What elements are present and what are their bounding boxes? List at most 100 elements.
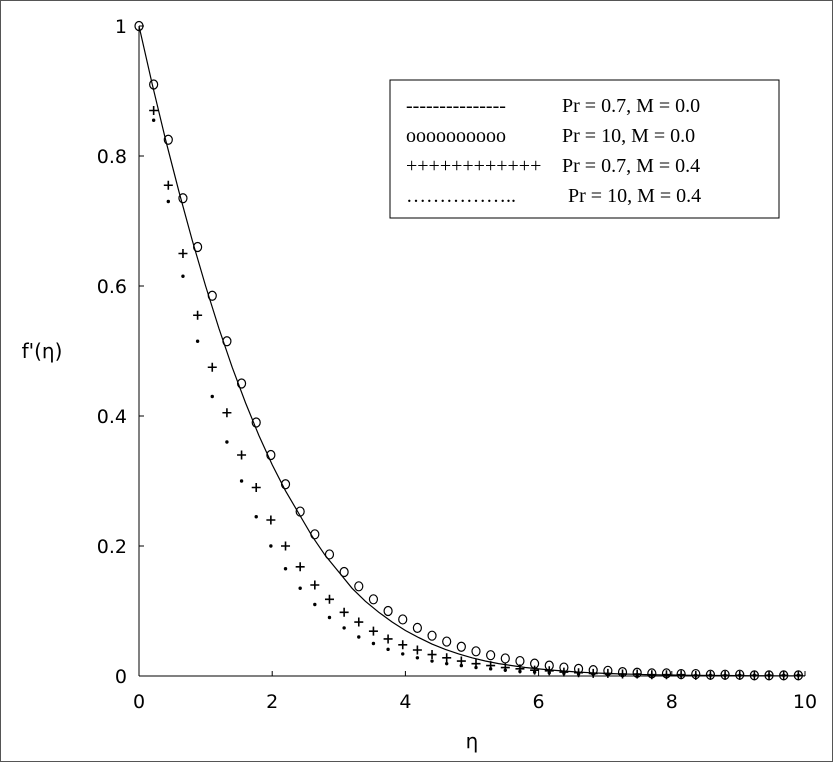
data-point-dot bbox=[195, 339, 200, 343]
data-point-circle bbox=[383, 605, 393, 617]
data-point-plus bbox=[324, 594, 334, 604]
data-point-dot bbox=[752, 673, 757, 678]
data-point-dot bbox=[371, 641, 376, 646]
series-4 bbox=[151, 118, 801, 678]
data-point-plus bbox=[281, 541, 291, 551]
data-point-dot bbox=[679, 673, 683, 678]
legend: --------------- Pr = 0.7, M = 0.0 oooooo… bbox=[389, 79, 780, 219]
data-point-circle bbox=[266, 449, 276, 461]
data-point-plus bbox=[207, 362, 217, 372]
x-tick-label: 8 bbox=[666, 691, 678, 713]
data-point-circle bbox=[236, 378, 247, 389]
data-point-dot bbox=[210, 394, 214, 399]
ticks: 0 2 4 6 8 10 0 0.2 0.4 0.6 0.8 1 bbox=[97, 16, 817, 713]
data-point-dot bbox=[327, 615, 332, 620]
data-point-plus bbox=[398, 640, 408, 650]
data-point-circle bbox=[515, 655, 525, 667]
data-point-dot bbox=[723, 673, 727, 678]
legend-label-3: Pr = 0.7, M = 0.4 bbox=[562, 155, 700, 177]
data-point-dot bbox=[181, 274, 185, 278]
data-point-dot bbox=[547, 671, 551, 675]
x-tick-label: 4 bbox=[399, 691, 411, 713]
data-point-plus bbox=[251, 483, 261, 492]
data-point-plus bbox=[193, 310, 203, 320]
data-point-dot bbox=[781, 673, 786, 678]
data-point-circle bbox=[193, 241, 203, 253]
data-point-circle bbox=[280, 479, 291, 490]
series-2 bbox=[134, 20, 803, 681]
y-tick-label: 1 bbox=[115, 16, 127, 38]
x-axis-label: η bbox=[466, 729, 479, 753]
data-point-circle bbox=[486, 650, 496, 661]
y-tick-label: 0.4 bbox=[97, 406, 127, 428]
data-point-dot bbox=[474, 665, 478, 670]
data-point-dot bbox=[635, 673, 639, 677]
series-layer bbox=[134, 20, 805, 681]
data-point-circle bbox=[427, 630, 437, 641]
y-tick-label: 0.8 bbox=[97, 146, 127, 168]
data-point-plus bbox=[339, 607, 349, 617]
data-point-circle bbox=[500, 653, 510, 664]
data-point-plus bbox=[368, 626, 378, 636]
data-point-circle bbox=[324, 549, 335, 560]
data-point-dot bbox=[562, 671, 566, 676]
data-point-dot bbox=[503, 668, 507, 672]
data-point-circle bbox=[339, 566, 349, 578]
legend-marker-3: ++++++++++++ bbox=[406, 155, 541, 177]
data-point-circle bbox=[442, 636, 452, 647]
legend-label-4: Pr = 10, M = 0.4 bbox=[568, 185, 701, 207]
data-point-dot bbox=[738, 673, 742, 678]
data-point-dot bbox=[518, 669, 522, 674]
data-point-circle bbox=[295, 506, 305, 517]
data-point-dot bbox=[620, 673, 625, 677]
data-point-dot bbox=[532, 670, 537, 674]
data-point-dot bbox=[342, 626, 346, 630]
data-point-circle bbox=[251, 417, 261, 428]
data-point-plus bbox=[427, 650, 437, 660]
data-point-plus bbox=[237, 450, 247, 460]
legend-marker-2: oooooooooo bbox=[406, 125, 506, 147]
data-point-circle bbox=[134, 20, 144, 32]
x-tick-label: 6 bbox=[533, 691, 545, 713]
data-point-plus bbox=[222, 408, 232, 418]
data-point-dot bbox=[430, 659, 434, 663]
data-point-dot bbox=[151, 118, 156, 122]
y-axis-label: f'(η) bbox=[22, 339, 63, 363]
data-point-dot bbox=[357, 635, 361, 639]
data-point-circle bbox=[178, 193, 188, 204]
data-point-plus bbox=[442, 653, 452, 663]
data-point-dot bbox=[283, 567, 288, 571]
data-point-plus bbox=[163, 180, 173, 190]
x-tick-label: 2 bbox=[266, 691, 278, 713]
legend-label-1: Pr = 0.7, M = 0.0 bbox=[562, 95, 700, 117]
legend-marker-4: …………….. bbox=[406, 185, 516, 207]
data-point-dot bbox=[576, 672, 581, 676]
data-point-dot bbox=[401, 652, 405, 656]
data-point-dot bbox=[708, 673, 713, 678]
data-point-circle bbox=[412, 622, 422, 634]
legend-label-2: Pr = 10, M = 0.0 bbox=[562, 125, 695, 147]
data-point-circle bbox=[149, 79, 159, 90]
x-tick-label: 10 bbox=[793, 691, 817, 713]
data-point-dot bbox=[488, 667, 493, 671]
data-point-dot bbox=[415, 656, 420, 660]
y-tick-label: 0.2 bbox=[97, 536, 127, 558]
data-point-dot bbox=[269, 544, 273, 548]
data-point-dot bbox=[459, 663, 464, 668]
data-point-plus bbox=[412, 645, 422, 655]
data-point-plus bbox=[149, 106, 159, 115]
data-point-plus bbox=[310, 580, 320, 590]
data-point-circle bbox=[368, 594, 379, 605]
data-point-dot bbox=[225, 440, 229, 444]
data-point-dot bbox=[694, 673, 698, 678]
data-point-circle bbox=[207, 290, 217, 301]
data-point-dot bbox=[664, 673, 669, 678]
data-point-circle bbox=[471, 646, 481, 657]
data-point-circle bbox=[354, 581, 364, 592]
data-point-plus bbox=[354, 617, 364, 627]
data-point-dot bbox=[767, 673, 771, 678]
data-point-circle bbox=[310, 529, 320, 540]
data-point-circle bbox=[398, 614, 408, 625]
data-point-plus bbox=[383, 634, 393, 644]
